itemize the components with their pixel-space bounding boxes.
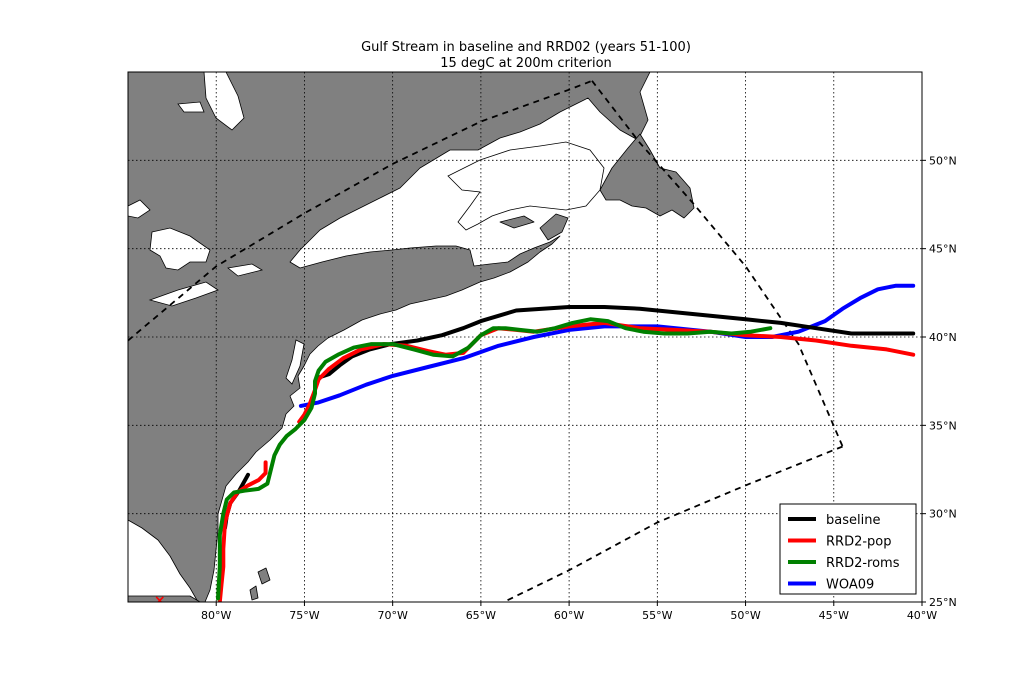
- y-tick-label: 35°N: [929, 419, 957, 432]
- legend: baseline RRD2-pop RRD2-roms WOA09: [779, 503, 917, 595]
- x-axis-ticks: 80°W 75°W 70°W 65°W 60°W 55°W 50°W 45°W 40°W: [201, 602, 937, 622]
- map-title: Gulf Stream in baseline and RRD02 (years…: [361, 40, 691, 55]
- land-newfoundland: [599, 133, 695, 219]
- y-tick-label: 45°N: [929, 243, 957, 256]
- y-tick-label: 40°N: [929, 331, 957, 344]
- x-tick-label: 50°W: [730, 609, 760, 622]
- lake-mistassini: [177, 101, 205, 113]
- x-tick-label: 80°W: [201, 609, 231, 622]
- y-tick-label: 30°N: [929, 508, 957, 521]
- y-tick-label: 25°N: [929, 596, 957, 609]
- land-pei: [499, 215, 535, 229]
- land-nova-scotia: [539, 213, 569, 241]
- land-cuba: [128, 595, 201, 602]
- legend-label-rrd2-pop: RRD2-pop: [826, 535, 892, 550]
- map-subtitle: 15 degC at 200m criterion: [440, 56, 612, 71]
- x-tick-label: 75°W: [289, 609, 319, 622]
- legend-label-baseline: baseline: [826, 513, 880, 528]
- x-tick-label: 65°W: [466, 609, 496, 622]
- y-tick-label: 50°N: [929, 154, 957, 167]
- gulf-stream-tracks: ×: [154, 283, 916, 609]
- lake-superior: [128, 199, 151, 219]
- domain-edge-top: [128, 79, 593, 342]
- x-tick-label: 45°W: [819, 609, 849, 622]
- model-domain-boundary: [128, 79, 844, 602]
- x-tick-label: 40°W: [907, 609, 937, 622]
- y-axis-ticks: 25°N 30°N 35°N 40°N 45°N 50°N: [922, 154, 957, 609]
- hudson-bay-inlet: [203, 72, 245, 131]
- legend-label-woa09: WOA09: [826, 578, 874, 593]
- domain-edge-bottom: [503, 445, 843, 602]
- x-tick-label: 70°W: [377, 609, 407, 622]
- lake-erie: [148, 281, 219, 307]
- track-baseline-north: [316, 305, 916, 380]
- domain-edge-right: [591, 80, 844, 447]
- land-andros: [249, 585, 259, 601]
- land-north-america: [128, 72, 651, 602]
- track-rrd2-pop: [217, 460, 268, 602]
- land-bahamas: [257, 567, 271, 585]
- chesapeake-bay: [285, 339, 305, 385]
- x-tick-label: 60°W: [554, 609, 584, 622]
- x-tick-label: 55°W: [642, 609, 672, 622]
- track-rrd2-roms: [216, 317, 773, 601]
- legend-label-rrd2-roms: RRD2-roms: [826, 556, 900, 571]
- lake-ontario: [227, 263, 264, 277]
- track-rrd2-pop-marker: ×: [154, 593, 166, 609]
- water-gulf-st-lawrence: [447, 141, 605, 231]
